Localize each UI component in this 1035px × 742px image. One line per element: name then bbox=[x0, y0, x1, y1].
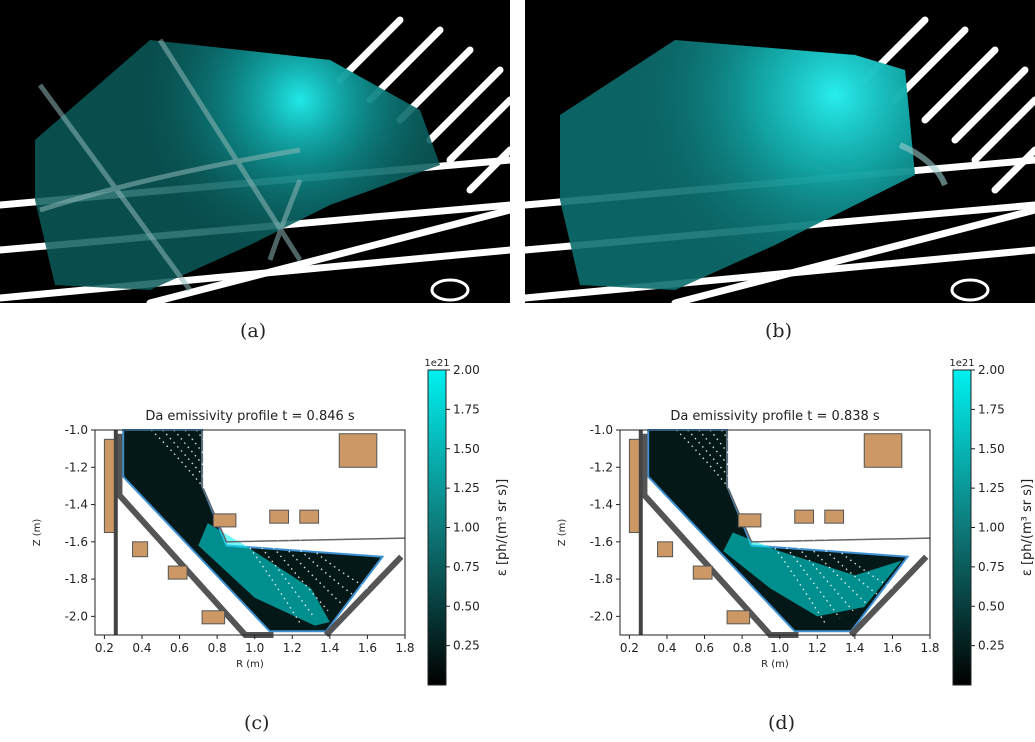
x-tick-label: 0.2 bbox=[95, 641, 114, 655]
x-axis-label: R (m) bbox=[761, 659, 789, 670]
vessel-wall-outer bbox=[323, 554, 404, 638]
caption-b: (b) bbox=[765, 320, 792, 342]
x-tick-label: 0.4 bbox=[132, 641, 151, 655]
flux-surface bbox=[687, 429, 841, 619]
colorbar-tick-label: 0.75 bbox=[978, 560, 1005, 574]
flux-surface bbox=[698, 429, 854, 612]
x-tick-label: 0.2 bbox=[620, 641, 639, 655]
emission-band bbox=[198, 523, 330, 626]
colorbar-tick-label: 0.75 bbox=[453, 560, 480, 574]
structure-block bbox=[132, 541, 149, 558]
colorbar-tick-label: 1.75 bbox=[453, 402, 480, 416]
structure-block bbox=[299, 509, 320, 524]
y-tick-label: -1.6 bbox=[65, 535, 88, 549]
structure-block bbox=[269, 509, 290, 524]
camera-image-b bbox=[525, 0, 1035, 303]
y-tick-label: -2.0 bbox=[590, 609, 613, 623]
emission-band bbox=[723, 532, 902, 617]
x-tick-label: 1.6 bbox=[883, 641, 902, 655]
flux-surface bbox=[173, 429, 329, 612]
colorbar-tick-label: 2.00 bbox=[978, 363, 1005, 377]
y-tick-label: -1.0 bbox=[590, 423, 613, 437]
x-tick-label: 0.6 bbox=[695, 641, 714, 655]
x-axis-label: R (m) bbox=[236, 659, 264, 670]
caption-c: (c) bbox=[244, 712, 270, 734]
y-tick-label: -2.0 bbox=[65, 609, 88, 623]
structure-block bbox=[212, 513, 237, 528]
y-tick-label: -1.6 bbox=[590, 535, 613, 549]
x-tick-label: 0.8 bbox=[208, 641, 227, 655]
structure-block bbox=[863, 433, 903, 468]
y-tick-label: -1.8 bbox=[590, 572, 613, 586]
x-tick-label: 0.6 bbox=[170, 641, 189, 655]
colorbar-tick-label: 2.00 bbox=[453, 363, 480, 377]
structure-block bbox=[726, 610, 751, 625]
y-axis-label: Z (m) bbox=[557, 519, 568, 547]
colorbar bbox=[952, 369, 972, 686]
x-tick-label: 0.8 bbox=[733, 641, 752, 655]
y-tick-label: -1.8 bbox=[65, 572, 88, 586]
flux-surface bbox=[162, 429, 316, 619]
plot-frame bbox=[94, 429, 406, 636]
colorbar-tick-label: 0.25 bbox=[453, 639, 480, 653]
x-tick-label: 1.0 bbox=[245, 641, 264, 655]
structure-block bbox=[737, 513, 762, 528]
colorbar-multiplier: 1e21 bbox=[424, 358, 449, 369]
colorbar-tick-label: 1.50 bbox=[453, 442, 480, 456]
camera-image-a bbox=[0, 0, 510, 303]
colorbar bbox=[427, 369, 447, 686]
x-tick-label: 1.6 bbox=[358, 641, 377, 655]
flux-surface bbox=[709, 429, 867, 604]
center-column bbox=[113, 430, 118, 635]
structure-block bbox=[167, 565, 188, 580]
colorbar-tick-label: 0.50 bbox=[978, 599, 1005, 613]
flux-surface bbox=[184, 429, 342, 604]
emissivity-plot-c: Da emissivity profile t = 0.846 s 0.2 0.4 0… bbox=[0, 355, 510, 695]
colorbar-tick-label: 0.25 bbox=[978, 639, 1005, 653]
structure-block bbox=[201, 610, 226, 625]
x-tick-label: 1.0 bbox=[770, 641, 789, 655]
y-tick-label: -1.4 bbox=[590, 498, 613, 512]
colorbar-tick-label: 1.50 bbox=[978, 442, 1005, 456]
x-tick-label: 1.4 bbox=[320, 641, 339, 655]
caption-d: (d) bbox=[768, 712, 795, 734]
structure-block bbox=[794, 509, 815, 524]
y-axis-label: Z (m) bbox=[32, 519, 43, 547]
chart-title: Da emissivity profile t = 0.838 s bbox=[670, 409, 880, 424]
structure-block bbox=[657, 541, 674, 558]
colorbar-multiplier: 1e21 bbox=[949, 358, 974, 369]
colorbar-tick-label: 1.00 bbox=[453, 521, 480, 535]
x-tick-label: 1.8 bbox=[395, 641, 414, 655]
x-tick-label: 1.2 bbox=[283, 641, 302, 655]
structure-block bbox=[692, 565, 713, 580]
y-tick-label: -1.0 bbox=[65, 423, 88, 437]
colorbar-label: ε [ph/(m³ sr s)] bbox=[495, 479, 510, 576]
colorbar-label: ε [ph/(m³ sr s)] bbox=[1020, 479, 1035, 576]
y-tick-label: -1.2 bbox=[65, 460, 88, 474]
emissivity-plot-d: Da emissivity profile t = 0.838 s 0.2 0.4 0… bbox=[525, 355, 1035, 695]
vessel-wall-outer bbox=[848, 554, 929, 638]
structure-block bbox=[338, 433, 378, 468]
center-column bbox=[638, 430, 643, 635]
y-tick-label: -1.2 bbox=[590, 460, 613, 474]
y-tick-label: -1.4 bbox=[65, 498, 88, 512]
colorbar-tick-label: 1.75 bbox=[978, 402, 1005, 416]
plot-svg-c: Da emissivity profile t = 0.846 s 0.2 0.4 0… bbox=[32, 358, 510, 686]
colorbar-tick-label: 0.50 bbox=[453, 599, 480, 613]
x-tick-label: 1.8 bbox=[920, 641, 939, 655]
colorbar-tick-label: 1.25 bbox=[978, 481, 1005, 495]
plot-svg-d: Da emissivity profile t = 0.838 s 0.2 0.4 0… bbox=[557, 358, 1035, 686]
colorbar-tick-label: 1.00 bbox=[978, 521, 1005, 535]
colorbar-tick-label: 1.25 bbox=[453, 481, 480, 495]
x-tick-label: 1.2 bbox=[808, 641, 827, 655]
caption-a: (a) bbox=[240, 320, 267, 342]
structure-block bbox=[824, 509, 845, 524]
x-tick-label: 1.4 bbox=[845, 641, 864, 655]
x-tick-label: 0.4 bbox=[657, 641, 676, 655]
chart-title: Da emissivity profile t = 0.846 s bbox=[145, 409, 355, 424]
plot-frame bbox=[619, 429, 931, 636]
